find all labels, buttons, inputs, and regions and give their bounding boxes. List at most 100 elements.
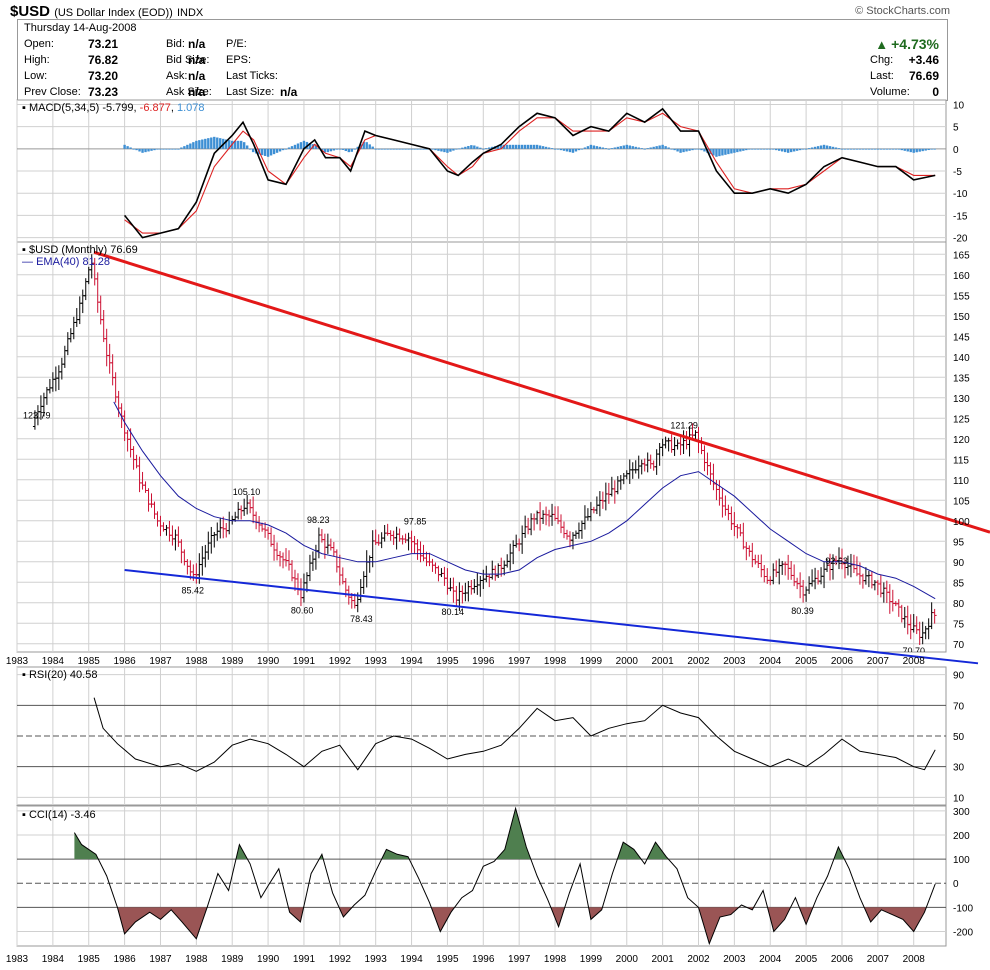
price-annotation: 80.60: [291, 605, 314, 615]
macd-histogram-bar: [837, 148, 841, 149]
macd-histogram-bar: [141, 148, 144, 153]
macd-histogram-bar: [422, 148, 425, 150]
macd-histogram-bar: [846, 148, 850, 150]
macd-histogram-bar: [446, 148, 449, 153]
macd-histogram-bar: [664, 146, 667, 149]
macd-histogram-bar: [658, 145, 661, 149]
macd-histogram-bar: [281, 148, 285, 151]
macd-histogram-bar: [652, 146, 655, 149]
macd-histogram-bar: [248, 148, 252, 150]
macd-histogram-bar: [455, 148, 458, 150]
macd-histogram-bar: [751, 148, 754, 150]
macd-histogram-bar: [458, 148, 461, 150]
ask-size-label: Ask Size:: [166, 86, 212, 98]
year-tick-label: 1999: [580, 656, 603, 667]
macd-histogram-bar: [195, 140, 198, 149]
macd-histogram-bar: [679, 148, 682, 153]
macd-histogram-bar: [132, 148, 135, 150]
macd-histogram-bar: [386, 148, 389, 150]
macd-histogram-bar: [356, 146, 359, 149]
macd-histogram-bar: [760, 148, 763, 150]
last-value: 76.69: [908, 69, 939, 83]
year-tick-label: 2008: [903, 656, 926, 667]
macd-histogram-bar: [601, 147, 605, 149]
macd-histogram-bar: [792, 148, 796, 152]
macd-histogram-bar: [778, 148, 781, 151]
macd-histogram-bar: [589, 144, 593, 149]
ask-label: Ask:: [166, 70, 188, 82]
macd-histogram-bar: [691, 148, 694, 151]
year-tick-label: 1994: [400, 954, 423, 965]
macd-histogram-bar: [643, 148, 646, 150]
year-tick-label: 2001: [652, 954, 675, 965]
year-tick-label: 1989: [221, 954, 244, 965]
year-tick-label: 1988: [185, 954, 208, 965]
macd-histogram-bar: [634, 146, 637, 149]
year-tick-label: 1997: [508, 954, 531, 965]
year-tick-label: 1990: [257, 954, 280, 965]
price-y-tick-label: 120: [953, 435, 970, 446]
macd-histogram-bar: [915, 148, 918, 153]
price-y-tick-label: 135: [953, 373, 970, 384]
macd-histogram-bar: [326, 148, 330, 153]
rsi-y-tick-label: 70: [953, 701, 965, 712]
year-tick-label: 2000: [616, 656, 639, 667]
macd-histogram-bar: [559, 148, 563, 151]
macd-histogram-bar: [849, 148, 853, 150]
quote-panel: Thursday 14-Aug-2008 Open: 73.21 High: 7…: [17, 19, 948, 101]
macd-histogram-bar: [514, 144, 518, 149]
macd-histogram-bar: [739, 148, 742, 152]
prev-close-label: Prev Close:: [24, 86, 81, 98]
ema-title: EMA(40) 81.28: [36, 256, 110, 268]
rsi-y-tick-label: 50: [953, 732, 965, 743]
price-annotation: 80.14: [442, 607, 465, 617]
macd-histogram-bar: [437, 148, 440, 151]
macd-line: [123, 107, 936, 239]
year-tick-label: 1996: [472, 656, 495, 667]
year-tick-label: 1987: [149, 656, 172, 667]
macd-histogram-bar: [314, 145, 318, 149]
quote-date: Thursday 14-Aug-2008: [24, 22, 137, 34]
macd-histogram-bar: [323, 148, 327, 153]
macd-histogram-bar: [724, 148, 727, 155]
macd-histogram-bar: [242, 142, 246, 149]
price-y-tick-label: 110: [953, 476, 969, 487]
macd-histogram-bar: [547, 147, 551, 149]
macd-histogram-bar: [670, 148, 673, 150]
high-label: High:: [24, 54, 50, 66]
macd-y-tick-label: -20: [953, 234, 968, 245]
macd-histogram-bar: [822, 144, 826, 149]
macd-histogram-bar: [302, 140, 306, 149]
rsi-title: RSI(20) 40.58: [29, 669, 97, 681]
year-tick-label: 2003: [723, 656, 746, 667]
macd-histogram-bar: [783, 148, 787, 153]
macd-histogram-bar: [416, 148, 419, 150]
macd-histogram-bar: [807, 148, 811, 149]
brand-label[interactable]: © StockCharts.com: [855, 5, 950, 17]
open-label: Open:: [24, 38, 54, 50]
year-tick-label: 2002: [687, 656, 710, 667]
macd-histogram-bar: [159, 148, 162, 150]
year-tick-label: 2000: [616, 954, 639, 965]
macd-signal-value: -6.877: [140, 102, 171, 114]
year-tick-label: 2004: [759, 656, 782, 667]
chg-value: +3.46: [908, 53, 939, 67]
macd-histogram-bar: [861, 148, 865, 150]
macd-histogram-bar: [338, 148, 342, 150]
macd-histogram-bar: [198, 140, 201, 149]
macd-histogram-bar: [177, 148, 180, 150]
macd-histogram-bar: [392, 148, 395, 150]
cci-title: CCI(14) -3.46: [29, 809, 96, 821]
macd-histogram-bar: [126, 146, 129, 149]
macd-histogram-bar: [667, 147, 670, 149]
macd-histogram-bar: [897, 148, 900, 150]
macd-histogram-bar: [661, 144, 664, 149]
macd-histogram-bar: [284, 148, 288, 150]
macd-histogram-bar: [329, 148, 333, 152]
macd-title: MACD(5,34,5): [29, 102, 99, 114]
macd-histogram-bar: [613, 147, 617, 149]
year-tick-label: 1997: [508, 656, 531, 667]
macd-histogram-bar: [443, 148, 446, 153]
macd-histogram-bar: [234, 140, 237, 149]
year-tick-label: 1994: [400, 656, 423, 667]
